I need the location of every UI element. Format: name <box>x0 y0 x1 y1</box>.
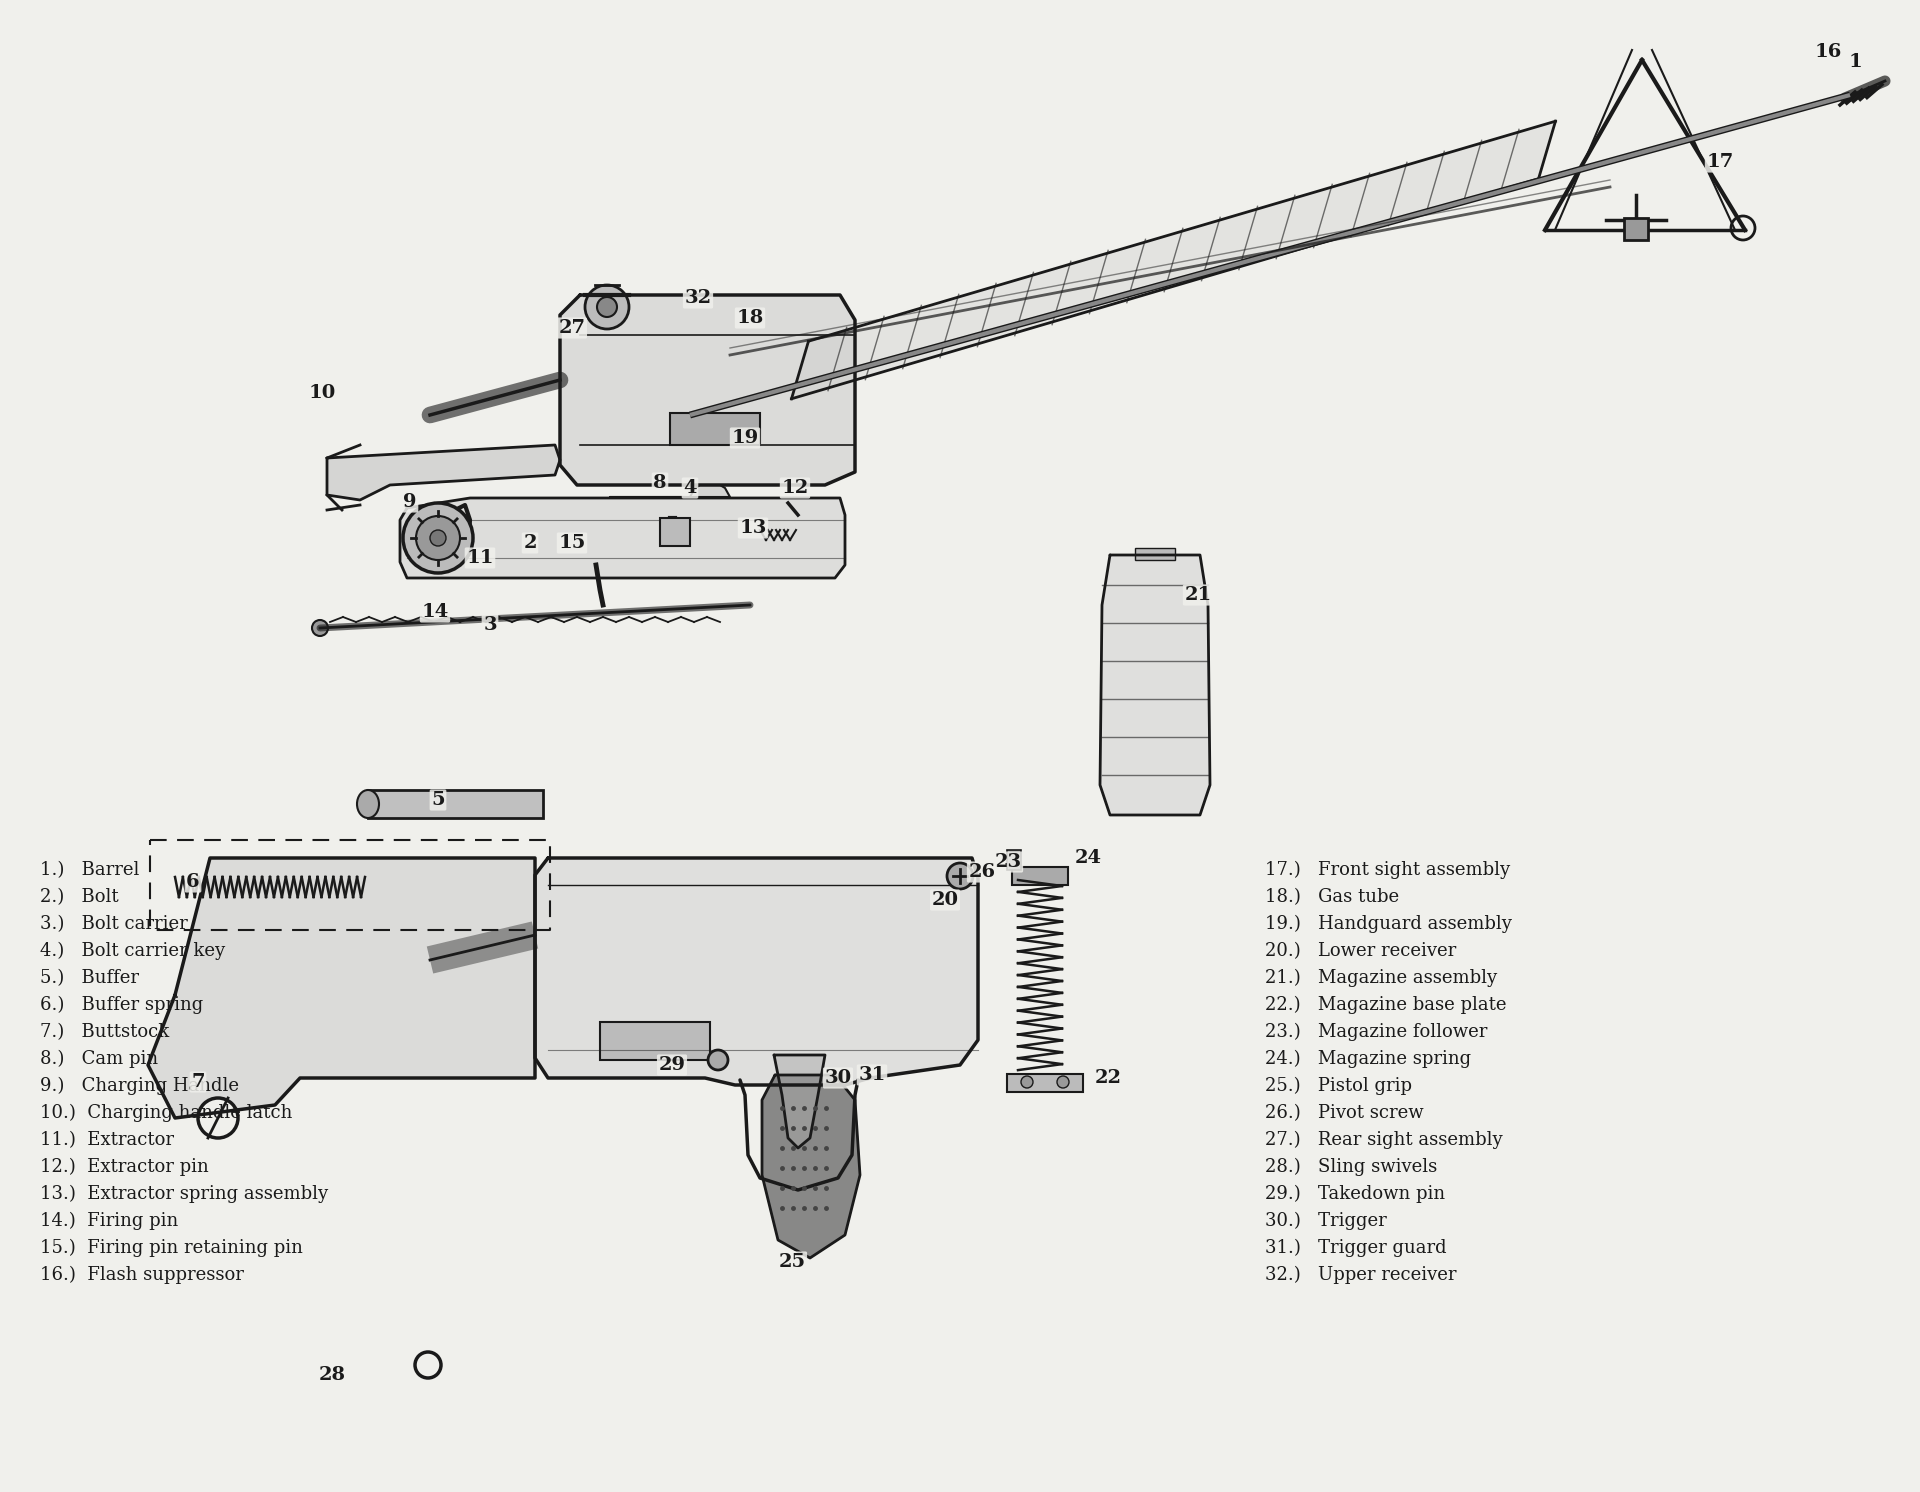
Bar <box>1624 218 1647 240</box>
Text: 4.)   Bolt carrier key: 4.) Bolt carrier key <box>40 941 225 961</box>
Text: 1: 1 <box>1849 54 1862 72</box>
Text: 25: 25 <box>778 1253 806 1271</box>
Bar <box>660 518 689 546</box>
Text: 24: 24 <box>1075 849 1102 867</box>
Polygon shape <box>791 121 1555 398</box>
Text: 1.)   Barrel: 1.) Barrel <box>40 861 140 879</box>
Text: 19: 19 <box>732 430 758 448</box>
Text: 17: 17 <box>1707 154 1734 172</box>
Text: 12: 12 <box>781 479 808 497</box>
Text: 11.)  Extractor: 11.) Extractor <box>40 1131 175 1149</box>
Circle shape <box>1058 1076 1069 1088</box>
Text: 8: 8 <box>653 474 666 492</box>
Text: 10: 10 <box>309 383 336 401</box>
Text: 18.)   Gas tube: 18.) Gas tube <box>1265 888 1400 906</box>
Text: 9.)   Charging Handle: 9.) Charging Handle <box>40 1077 238 1095</box>
Text: 27: 27 <box>559 319 586 337</box>
Text: 13: 13 <box>739 519 766 537</box>
Text: 13.)  Extractor spring assembly: 13.) Extractor spring assembly <box>40 1185 328 1203</box>
Text: 8.)   Cam pin: 8.) Cam pin <box>40 1050 157 1068</box>
Circle shape <box>708 1050 728 1070</box>
Text: 5: 5 <box>432 791 445 809</box>
Text: 29: 29 <box>659 1056 685 1074</box>
Text: 6: 6 <box>186 873 200 891</box>
Text: 4: 4 <box>684 479 697 497</box>
Polygon shape <box>561 295 854 485</box>
Bar <box>599 1022 710 1059</box>
Circle shape <box>415 1352 442 1379</box>
Text: 22: 22 <box>1094 1068 1121 1088</box>
Text: 19.)   Handguard assembly: 19.) Handguard assembly <box>1265 915 1511 932</box>
Text: 17.)   Front sight assembly: 17.) Front sight assembly <box>1265 861 1511 879</box>
Polygon shape <box>536 858 977 1085</box>
Text: 32: 32 <box>684 289 712 307</box>
Text: 30: 30 <box>824 1068 852 1088</box>
Ellipse shape <box>357 789 378 818</box>
Text: 5.)   Buffer: 5.) Buffer <box>40 968 138 988</box>
Text: 18: 18 <box>737 309 764 327</box>
Circle shape <box>403 503 472 573</box>
Text: 15: 15 <box>559 534 586 552</box>
Bar <box>670 413 760 445</box>
Text: 23: 23 <box>995 853 1021 871</box>
Text: 10.)  Charging handle latch: 10.) Charging handle latch <box>40 1104 292 1122</box>
Text: 16.)  Flash suppressor: 16.) Flash suppressor <box>40 1265 244 1285</box>
Text: 28: 28 <box>319 1367 346 1385</box>
Bar <box>1135 548 1175 560</box>
Text: 2.)   Bolt: 2.) Bolt <box>40 888 119 906</box>
Circle shape <box>311 621 328 636</box>
Text: 27.)   Rear sight assembly: 27.) Rear sight assembly <box>1265 1131 1503 1149</box>
Text: 25.)   Pistol grip: 25.) Pistol grip <box>1265 1077 1411 1095</box>
Text: 28.)   Sling swivels: 28.) Sling swivels <box>1265 1158 1438 1176</box>
Text: 22.)   Magazine base plate: 22.) Magazine base plate <box>1265 995 1507 1015</box>
Text: 23.)   Magazine follower: 23.) Magazine follower <box>1265 1024 1488 1041</box>
Text: 31.)   Trigger guard: 31.) Trigger guard <box>1265 1238 1446 1258</box>
Bar <box>1012 867 1068 885</box>
Text: 2: 2 <box>524 534 538 552</box>
Text: 6.)   Buffer spring: 6.) Buffer spring <box>40 995 204 1015</box>
Polygon shape <box>1100 555 1210 815</box>
Text: 32.)   Upper receiver: 32.) Upper receiver <box>1265 1265 1457 1285</box>
Text: 20: 20 <box>931 891 958 909</box>
Bar <box>1006 850 1021 870</box>
Circle shape <box>947 862 973 889</box>
Circle shape <box>1732 216 1755 240</box>
Polygon shape <box>326 445 561 500</box>
Circle shape <box>597 297 616 316</box>
Text: 16: 16 <box>1814 43 1841 61</box>
Circle shape <box>198 1098 238 1138</box>
Polygon shape <box>762 1076 860 1258</box>
Polygon shape <box>762 1076 860 1258</box>
Text: 14: 14 <box>420 603 449 621</box>
Polygon shape <box>774 1055 826 1147</box>
Text: 11: 11 <box>467 549 493 567</box>
Polygon shape <box>399 498 845 577</box>
Text: 14.)  Firing pin: 14.) Firing pin <box>40 1212 179 1229</box>
Text: 21.)   Magazine assembly: 21.) Magazine assembly <box>1265 968 1498 988</box>
Text: 12.)  Extractor pin: 12.) Extractor pin <box>40 1158 209 1176</box>
Bar <box>369 789 543 818</box>
Circle shape <box>1021 1076 1033 1088</box>
Text: 26: 26 <box>968 862 996 880</box>
Text: 29.)   Takedown pin: 29.) Takedown pin <box>1265 1185 1446 1203</box>
Polygon shape <box>611 485 730 497</box>
Text: 15.)  Firing pin retaining pin: 15.) Firing pin retaining pin <box>40 1238 303 1258</box>
Bar <box>1006 1074 1083 1092</box>
Text: 30.)   Trigger: 30.) Trigger <box>1265 1212 1386 1229</box>
Circle shape <box>586 285 630 330</box>
Text: 21: 21 <box>1185 586 1212 604</box>
Text: 20.)   Lower receiver: 20.) Lower receiver <box>1265 941 1455 959</box>
Polygon shape <box>148 858 536 1118</box>
Text: 7: 7 <box>192 1073 205 1091</box>
Circle shape <box>417 516 461 560</box>
Text: 9: 9 <box>403 492 417 510</box>
Text: 26.)   Pivot screw: 26.) Pivot screw <box>1265 1104 1423 1122</box>
Text: 3.)   Bolt carrier: 3.) Bolt carrier <box>40 915 188 932</box>
Text: 3: 3 <box>484 616 497 634</box>
Text: 31: 31 <box>858 1065 885 1085</box>
Text: 7.)   Buttstock: 7.) Buttstock <box>40 1024 169 1041</box>
Text: 24.)   Magazine spring: 24.) Magazine spring <box>1265 1050 1471 1068</box>
Circle shape <box>430 530 445 546</box>
